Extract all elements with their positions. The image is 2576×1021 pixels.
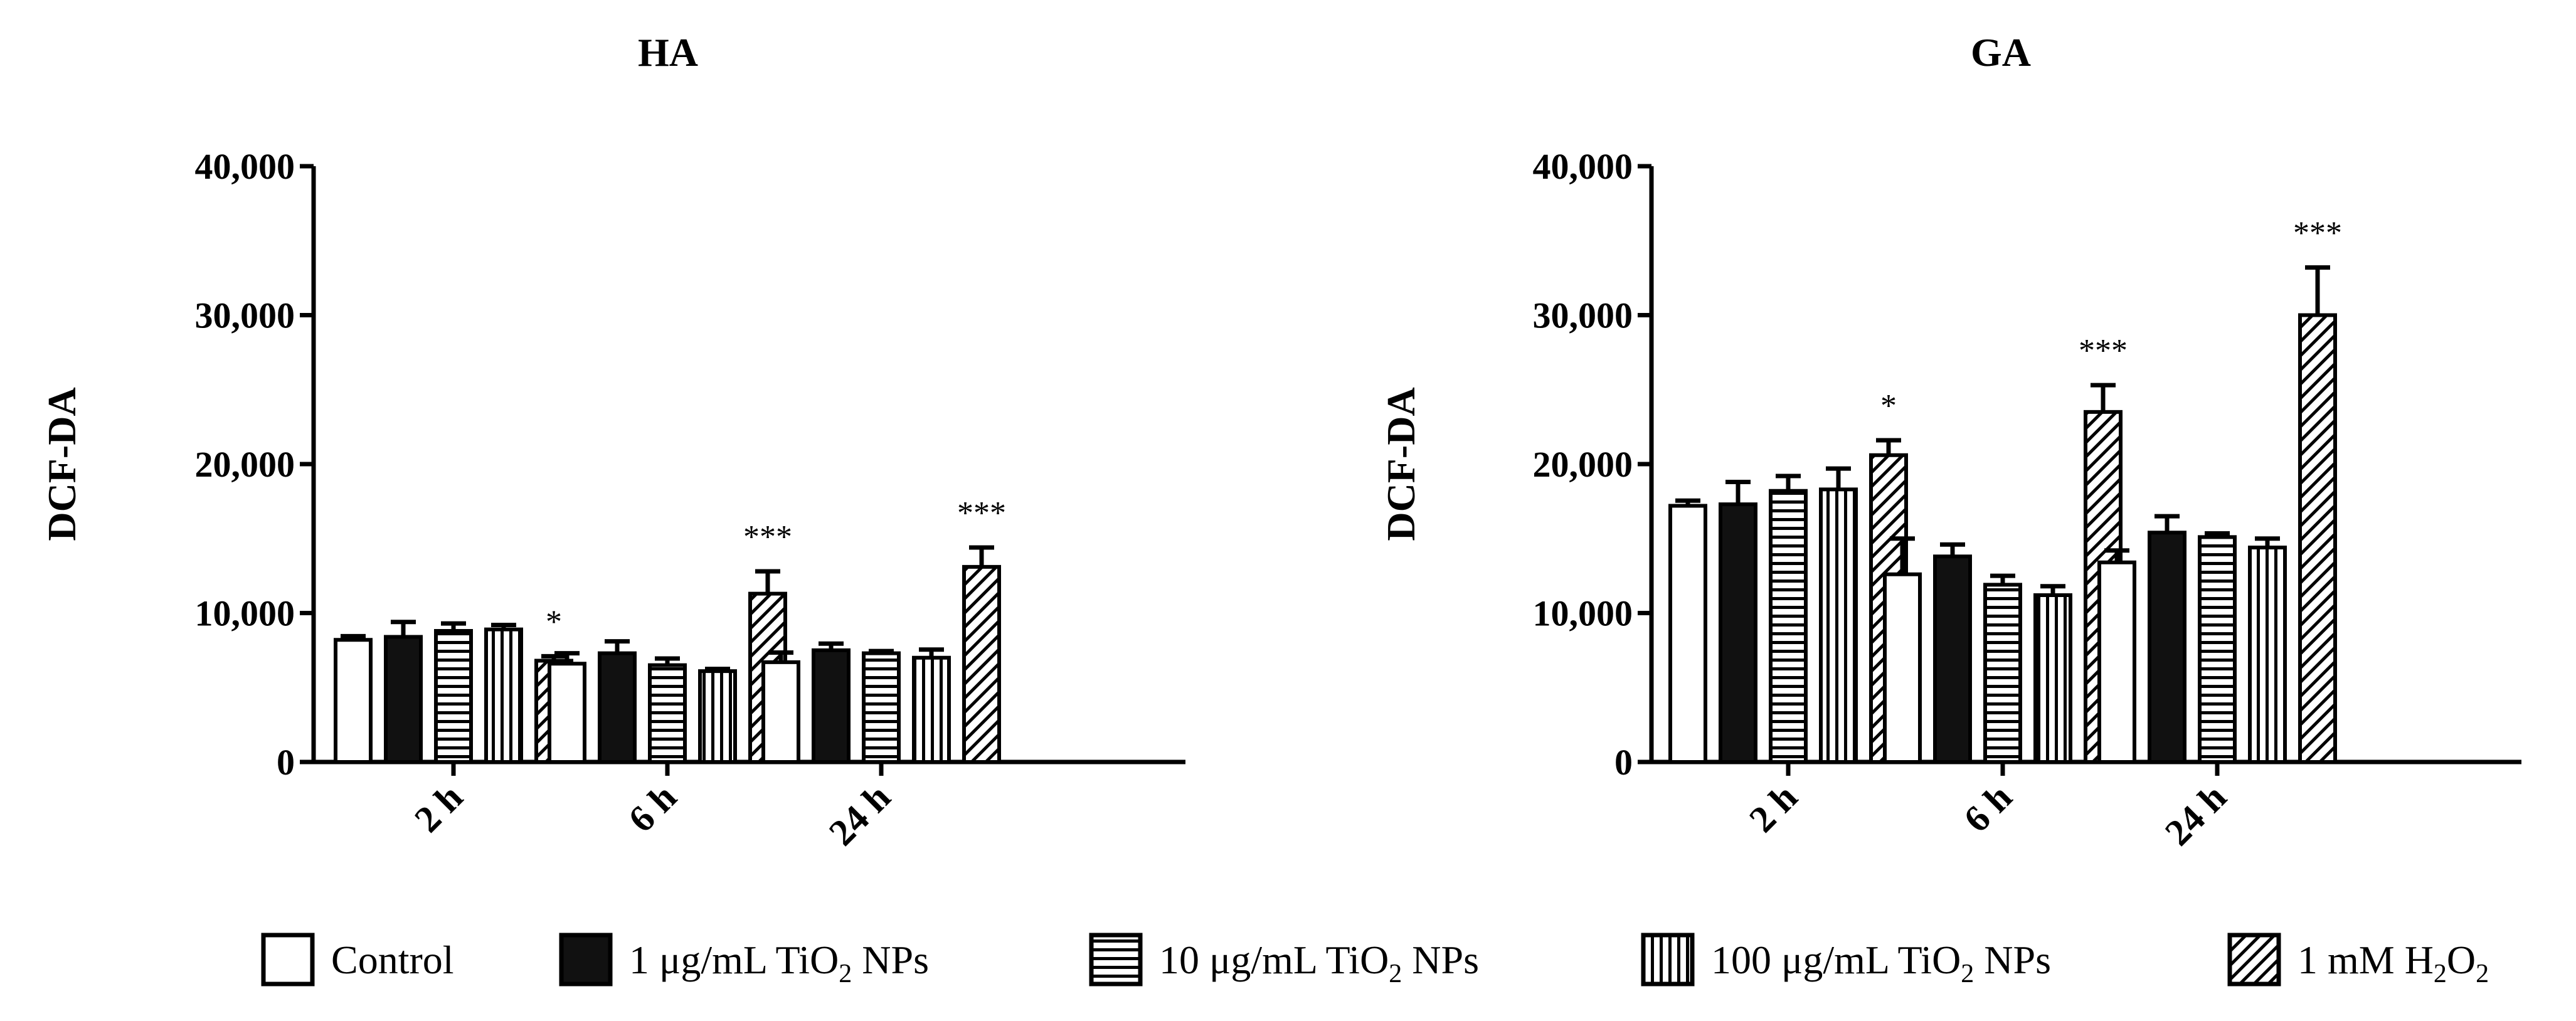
- chart-panel-ha: HA DCF-DA 0 10,000 20,000 30,000 40,000 2 h 6 h 2…: [40, 30, 1185, 854]
- bar: [912, 655, 951, 764]
- bar: [1883, 572, 1922, 764]
- chart-panels: HA DCF-DA 0 10,000 20,000 30,000 40,000 2 h 6 h 2…: [40, 30, 2521, 854]
- bar: [1983, 583, 2022, 764]
- bar: [812, 648, 851, 764]
- significance-label: ***: [957, 495, 1006, 531]
- bar: [434, 629, 473, 764]
- y-axis-label: DCF-DA: [40, 387, 84, 541]
- legend-swatch: [1641, 933, 1695, 987]
- legend-swatch: [559, 933, 613, 987]
- bar: [1819, 487, 1858, 764]
- y-tick-label: 0: [277, 742, 295, 783]
- bar: [548, 662, 586, 764]
- legend-item: 1 mM H2O2: [2227, 933, 2489, 988]
- x-tick-label: 2 h: [1741, 776, 1805, 840]
- x-tick-label: 24 h: [821, 776, 898, 854]
- legend-item: 1 μg/mL TiO2 NPs: [559, 933, 929, 988]
- bar: [648, 663, 687, 764]
- bar: [862, 651, 901, 764]
- bar: [2148, 531, 2186, 764]
- significance-label: *: [546, 604, 562, 640]
- legend-swatch: [1089, 933, 1143, 987]
- significance-label: *: [1880, 388, 1897, 424]
- bar: [761, 660, 800, 764]
- legend: Control 1 μg/mL TiO2 NPs 10 μg/mL TiO2 NPs…: [261, 933, 2489, 988]
- y-tick-label: 40,000: [195, 146, 295, 187]
- bar: [1668, 504, 1707, 764]
- y-tick-label: 0: [1614, 742, 1633, 783]
- legend-swatch: [2227, 933, 2281, 987]
- legend-label: 1 mM H2O2: [2298, 938, 2489, 988]
- legend-label: 1 μg/mL TiO2 NPs: [629, 938, 929, 988]
- bar: [2198, 535, 2237, 764]
- significance-label: ***: [2079, 333, 2128, 369]
- y-tick-label: 30,000: [1533, 295, 1633, 336]
- bar: [1719, 502, 1757, 764]
- bar: [2097, 560, 2136, 764]
- x-tick-label: 6 h: [620, 776, 684, 840]
- legend-swatch: [261, 933, 315, 987]
- y-tick-label: 20,000: [195, 444, 295, 485]
- bar: [698, 669, 737, 764]
- bar: [484, 627, 523, 764]
- significance-label: ***: [2293, 216, 2342, 251]
- chart-title: HA: [638, 30, 698, 75]
- legend-label: Control: [331, 938, 454, 982]
- bar: [1933, 554, 1972, 764]
- legend-label: 100 μg/mL TiO2 NPs: [1711, 938, 2051, 988]
- y-tick-label: 30,000: [195, 295, 295, 336]
- y-tick-label: 10,000: [195, 593, 295, 634]
- bar: [2248, 546, 2287, 764]
- bar: [1769, 489, 1808, 764]
- y-tick-label: 10,000: [1533, 593, 1633, 634]
- legend-item: 100 μg/mL TiO2 NPs: [1641, 933, 2051, 988]
- chart-title: GA: [1971, 30, 2031, 75]
- bar: [384, 635, 423, 764]
- significance-label: ***: [743, 519, 792, 555]
- x-tick-label: 24 h: [2157, 776, 2234, 854]
- y-tick-label: 40,000: [1533, 146, 1633, 187]
- legend-item: Control: [261, 933, 454, 987]
- x-tick-label: 6 h: [1956, 776, 2020, 840]
- legend-label: 10 μg/mL TiO2 NPs: [1159, 938, 1479, 988]
- bar: [598, 651, 637, 764]
- y-tick-label: 20,000: [1533, 444, 1633, 485]
- bar: [962, 564, 1001, 764]
- chart-panel-ga: GA DCF-DA 0 10,000 20,000 30,000 40,000 2 h 6 h 2…: [1379, 30, 2521, 854]
- bar: [334, 638, 373, 764]
- bar: [2298, 313, 2337, 764]
- y-axis-label: DCF-DA: [1379, 387, 1423, 541]
- legend-item: 10 μg/mL TiO2 NPs: [1089, 933, 1479, 988]
- bar: [2033, 593, 2072, 764]
- x-tick-label: 2 h: [406, 776, 470, 840]
